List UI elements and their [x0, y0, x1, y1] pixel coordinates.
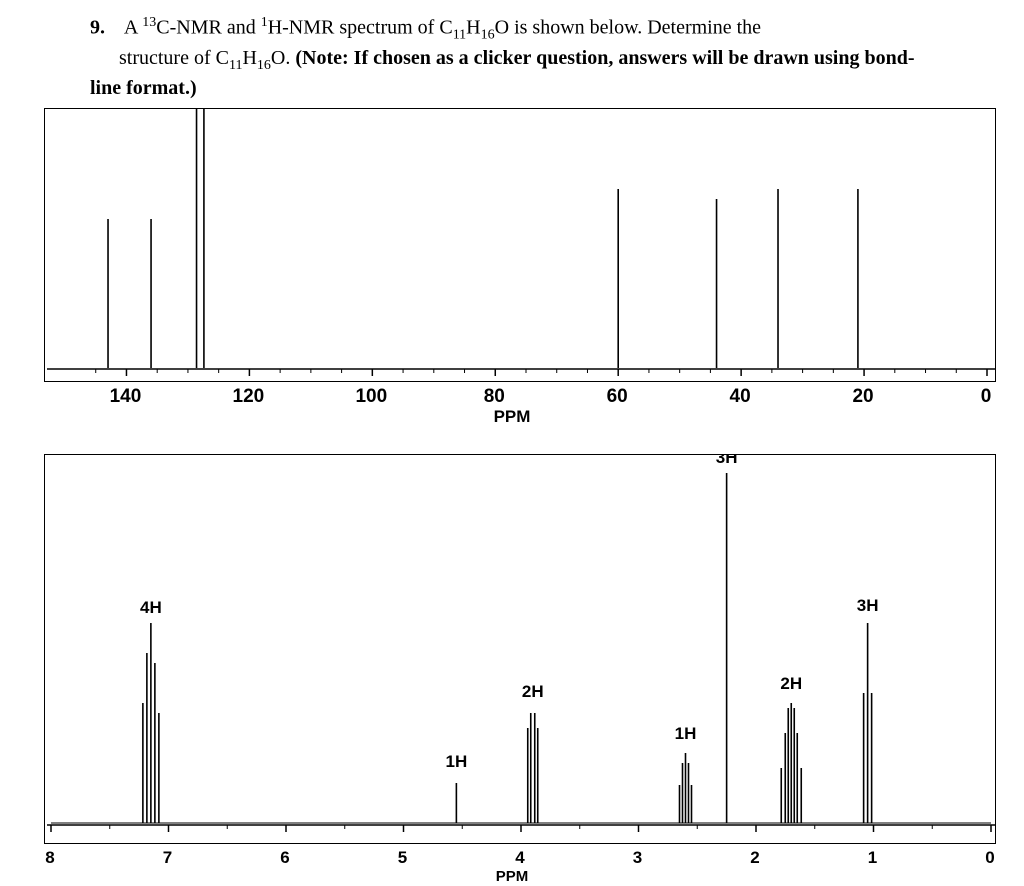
q-part: H-NMR spectrum of C — [268, 17, 453, 39]
svg-text:1H: 1H — [446, 752, 468, 771]
question-number: 9. — [90, 17, 105, 39]
c13-tick-label: 120 — [228, 386, 268, 408]
h1-tick-label: 3 — [624, 848, 652, 868]
svg-text:4H: 4H — [140, 598, 162, 617]
h1-tick-label: 1 — [859, 848, 887, 868]
h1-tick-label: 6 — [271, 848, 299, 868]
sub-11b: 11 — [229, 58, 242, 73]
h1-xlabel: PPM — [496, 868, 529, 885]
c13-spectrum — [44, 108, 996, 382]
question-text: 9. A 13C-NMR and 1H-NMR spectrum of C11H… — [90, 14, 940, 101]
c13-tick-label: 20 — [843, 386, 883, 408]
svg-text:3H: 3H — [857, 596, 879, 615]
sup-1: 1 — [261, 15, 268, 30]
c13-tick-label: 60 — [597, 386, 637, 408]
q-part: H — [466, 17, 480, 39]
c13-tick-label: 100 — [351, 386, 391, 408]
h1-tick-label: 5 — [389, 848, 417, 868]
c13-tick-label: 80 — [474, 386, 514, 408]
h1-tick-label: 2 — [741, 848, 769, 868]
q-part: A — [124, 17, 142, 39]
h1-plot: 4H 1H 2H 1H 3H 2H 3H — [45, 455, 997, 845]
q-part: H — [242, 47, 256, 69]
svg-text:1H: 1H — [675, 724, 697, 743]
h1-tick-label: 0 — [976, 848, 1004, 868]
c13-tick-label: 40 — [720, 386, 760, 408]
svg-text:3H: 3H — [716, 455, 738, 467]
h1-tick-label: 7 — [154, 848, 182, 868]
h1-tick-label: 8 — [36, 848, 64, 868]
c13-tick-label: 0 — [966, 386, 1006, 408]
q-part: structure of C — [119, 47, 229, 69]
sub-16: 16 — [481, 28, 495, 43]
sup-13: 13 — [142, 15, 156, 30]
svg-text:2H: 2H — [522, 682, 544, 701]
c13-tick-label: 140 — [105, 386, 145, 408]
q-part: O. — [271, 47, 295, 69]
q-part: C-NMR and — [156, 17, 260, 39]
h1-tick-label: 4 — [506, 848, 534, 868]
c13-plot — [45, 109, 997, 383]
q-part: O is shown below. Determine the — [495, 17, 761, 39]
h1-spectrum: 4H 1H 2H 1H 3H 2H 3H — [44, 454, 996, 844]
svg-text:2H: 2H — [780, 674, 802, 693]
sub-16b: 16 — [257, 58, 271, 73]
sub-11: 11 — [453, 28, 466, 43]
c13-xlabel: PPM — [494, 407, 531, 426]
